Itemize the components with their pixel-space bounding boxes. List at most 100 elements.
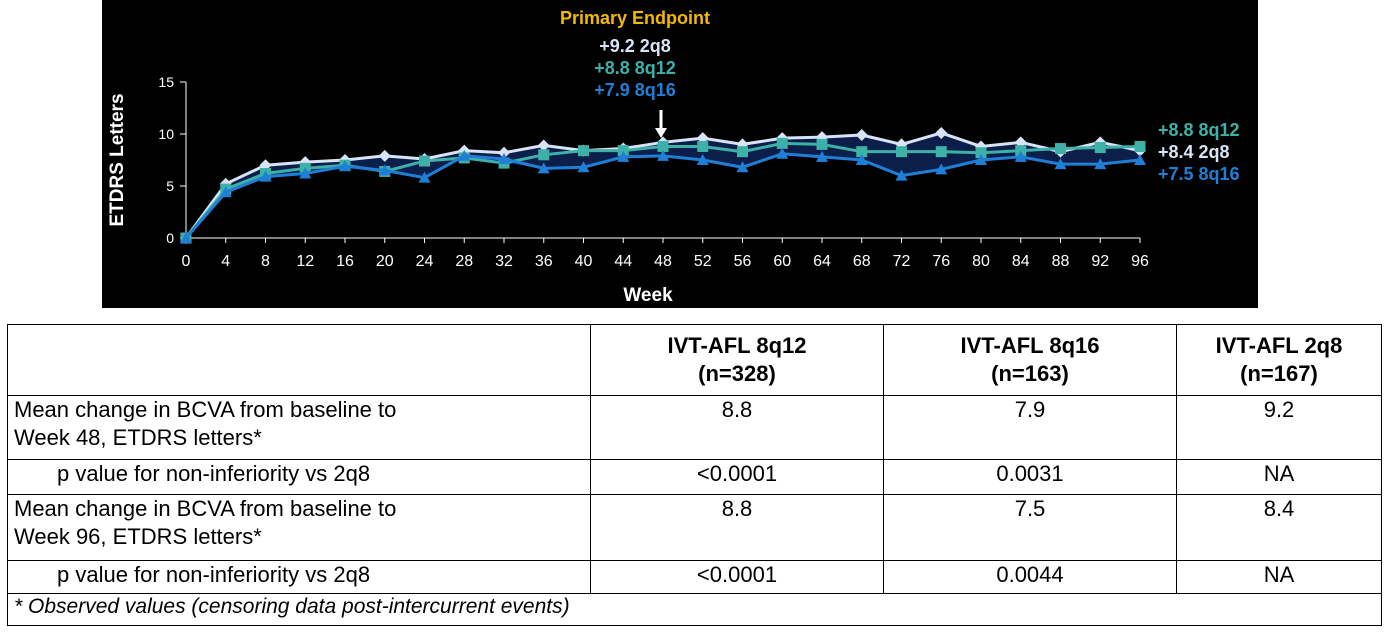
x-tick-label: 36 [535, 253, 553, 270]
data-point-8q12 [538, 149, 550, 161]
data-point-8q12 [578, 145, 589, 157]
data-point-8q12 [1134, 140, 1146, 152]
x-tick-label: 60 [773, 253, 791, 270]
header-8q12-n: (n=328) [698, 361, 776, 386]
x-tick-label: 40 [575, 253, 593, 270]
x-tick-label: 88 [1052, 253, 1070, 270]
data-point-8q16 [537, 162, 550, 174]
header-8q16: IVT-AFL 8q16 (n=163) [883, 324, 1177, 396]
data-point-8q16 [855, 154, 868, 165]
data-point-8q16 [180, 232, 192, 243]
row-label-line2: Week 48, ETDRS letters* [14, 425, 262, 450]
row-label-line1: Mean change in BCVA from baseline to [14, 397, 397, 422]
data-point-2q8 [935, 126, 948, 139]
x-tick-label: 76 [932, 253, 950, 270]
x-tick-label: 0 [182, 253, 191, 270]
data-point-8q16 [339, 160, 351, 172]
data-point-8q16 [895, 169, 908, 181]
data-point-8q16 [498, 152, 510, 164]
x-tick-label: 32 [495, 253, 513, 270]
week48-callout: +7.9 8q16 [594, 80, 676, 100]
y-tick-label: 15 [158, 74, 174, 90]
week96-end-label: +7.5 8q16 [1158, 164, 1240, 184]
cell-8q16: 7.9 [883, 395, 1177, 460]
header-8q16-n: (n=163) [991, 361, 1069, 386]
data-point-2q8 [498, 146, 510, 159]
x-tick-label: 24 [416, 253, 434, 270]
week96-end-label: +8.4 2q8 [1158, 142, 1230, 162]
x-tick-label: 64 [813, 253, 831, 270]
data-point-8q16 [816, 150, 828, 162]
y-tick-label: 10 [158, 126, 174, 142]
data-point-8q12 [1094, 142, 1106, 154]
header-empty-cell [7, 324, 591, 396]
x-tick-label: 16 [336, 253, 354, 270]
x-tick-label: 20 [376, 253, 394, 270]
y-tick-label: 0 [166, 230, 174, 246]
cell-8q12: <0.0001 [590, 560, 884, 594]
data-point-8q12 [737, 146, 748, 158]
data-point-8q16 [696, 154, 709, 165]
x-tick-label: 56 [734, 253, 752, 270]
header-2q8: IVT-AFL 2q8 (n=167) [1176, 324, 1382, 396]
data-point-8q16 [259, 170, 272, 182]
x-tick-label: 52 [694, 253, 712, 270]
chart-panel: 0 5 10 15 0 4 8 12 16 20 24 28 32 36 40 44 48 52 56 60 64 68 7… [102, 0, 1258, 308]
cell-8q12: <0.0001 [590, 459, 884, 495]
x-tick-label: 12 [296, 253, 314, 270]
data-point-8q16 [458, 149, 471, 161]
data-point-8q16 [219, 186, 232, 198]
data-point-8q12 [617, 145, 629, 157]
cell-2q8: NA [1176, 459, 1382, 495]
data-point-8q16 [1014, 150, 1027, 162]
data-point-2q8 [855, 129, 868, 142]
cell-8q16: 7.5 [883, 494, 1177, 561]
row-label: p value for non-inferiority vs 2q8 [7, 459, 591, 495]
data-point-2q8 [378, 149, 391, 162]
data-point-8q16 [935, 163, 948, 175]
cell-2q8: 8.4 [1176, 494, 1382, 561]
x-tick-label: 68 [853, 253, 871, 270]
data-point-8q12 [697, 140, 709, 152]
row-label: Mean change in BCVA from baseline to Wee… [7, 494, 591, 561]
y-axis-title: ETDRS Letters [107, 93, 128, 226]
x-tick-label: 28 [455, 253, 473, 270]
data-point-8q12 [896, 146, 907, 158]
data-point-8q12 [657, 140, 669, 152]
data-point-8q16 [1054, 158, 1067, 170]
data-point-8q12 [975, 147, 987, 159]
table-row: Mean change in BCVA from baseline to Wee… [7, 395, 1382, 460]
data-point-8q16 [617, 150, 630, 162]
header-2q8-n: (n=167) [1240, 361, 1318, 386]
data-point-8q16 [299, 167, 312, 179]
x-tick-label: 72 [893, 253, 911, 270]
header-2q8-name: IVT-AFL 2q8 [1215, 333, 1343, 358]
data-point-8q16 [1094, 158, 1107, 170]
data-point-8q16 [776, 147, 789, 159]
data-point-8q12 [856, 146, 868, 158]
header-8q16-name: IVT-AFL 8q16 [960, 333, 1100, 358]
x-tick-label: 48 [654, 253, 672, 270]
data-point-8q16 [657, 149, 669, 161]
data-point-8q16 [1134, 154, 1146, 165]
x-tick-label: 96 [1131, 253, 1149, 270]
data-point-8q16 [975, 154, 987, 165]
row-label: Mean change in BCVA from baseline to Wee… [7, 395, 591, 460]
week48-callout: +8.8 8q12 [594, 58, 676, 78]
data-point-8q12 [816, 138, 828, 150]
data-point-8q12 [419, 155, 430, 167]
data-point-8q16 [577, 161, 590, 173]
data-point-8q12 [776, 137, 788, 149]
week96-end-label: +8.8 8q12 [1158, 120, 1240, 140]
table-row: Mean change in BCVA from baseline to Wee… [7, 494, 1382, 561]
row-label: p value for non-inferiority vs 2q8 [7, 560, 591, 594]
data-point-8q12 [1015, 145, 1027, 157]
header-8q12: IVT-AFL 8q12 (n=328) [590, 324, 884, 396]
data-point-8q12 [1055, 143, 1066, 155]
footnote: * Observed values (censoring data post-i… [7, 593, 1382, 626]
results-table: IVT-AFL 8q12 (n=328) IVT-AFL 8q16 (n=163… [7, 324, 1382, 626]
cell-8q16: 0.0044 [883, 560, 1177, 594]
cell-8q12: 8.8 [590, 395, 884, 460]
x-tick-label: 4 [221, 253, 230, 270]
